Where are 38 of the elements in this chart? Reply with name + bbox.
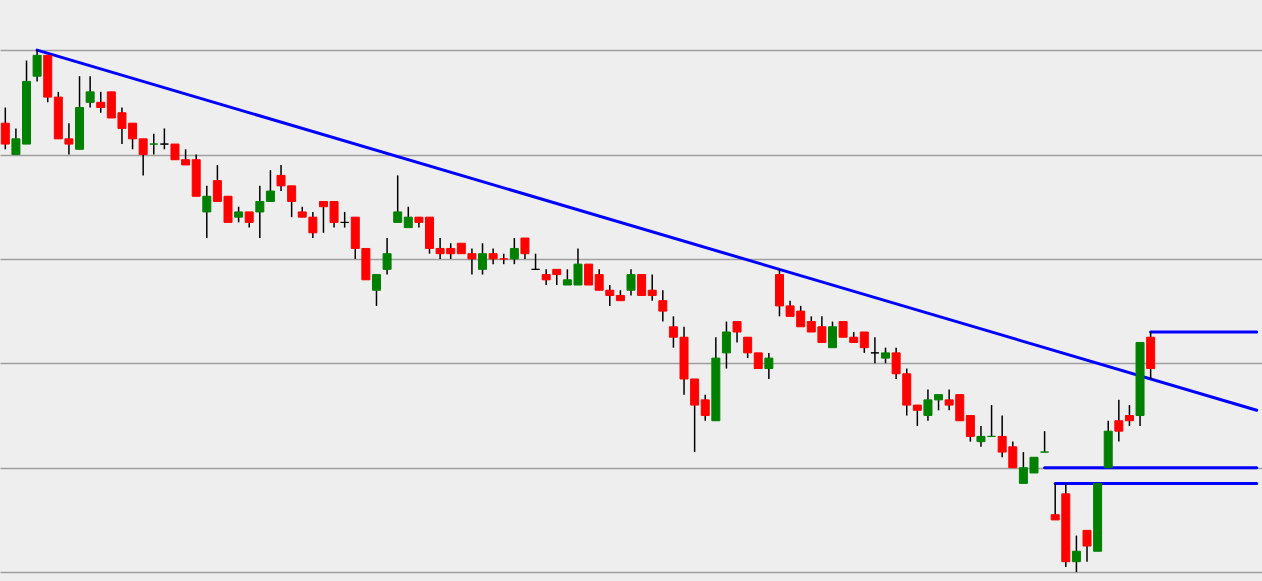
candlestick (382, 237, 392, 276)
candlestick (976, 425, 986, 448)
candlestick (371, 273, 381, 307)
candlestick (859, 331, 869, 354)
candlestick (584, 263, 594, 286)
candlestick (647, 273, 657, 302)
candlestick (0, 106, 10, 151)
candlestick (85, 75, 95, 109)
candlestick (509, 237, 519, 265)
candlestick (658, 289, 668, 323)
candlestick (202, 185, 212, 239)
candlestick (138, 138, 148, 177)
candlestick (265, 169, 275, 203)
candlestick (828, 320, 837, 349)
candlestick (870, 336, 880, 365)
candlestick (96, 91, 106, 114)
candlestick (1040, 430, 1050, 453)
candlestick (743, 336, 753, 359)
candlestick (637, 274, 647, 296)
candlestick (700, 393, 710, 422)
candlestick (1114, 399, 1124, 443)
candlestick (721, 320, 731, 370)
candlestick (1082, 529, 1092, 563)
candlestick (626, 268, 636, 297)
candlestick (149, 132, 159, 156)
candlestick (520, 237, 530, 260)
candlestick (393, 174, 403, 224)
candlestick (965, 414, 975, 443)
candlestick (159, 127, 169, 151)
candlestick (255, 185, 265, 239)
candlestick (732, 320, 742, 344)
candlestick (1071, 534, 1081, 573)
candlestick (1124, 404, 1134, 427)
candlestick (32, 49, 42, 83)
candlestick (764, 352, 774, 380)
candlestick (912, 404, 922, 427)
candlestick (478, 242, 488, 276)
candlestick (403, 205, 413, 229)
